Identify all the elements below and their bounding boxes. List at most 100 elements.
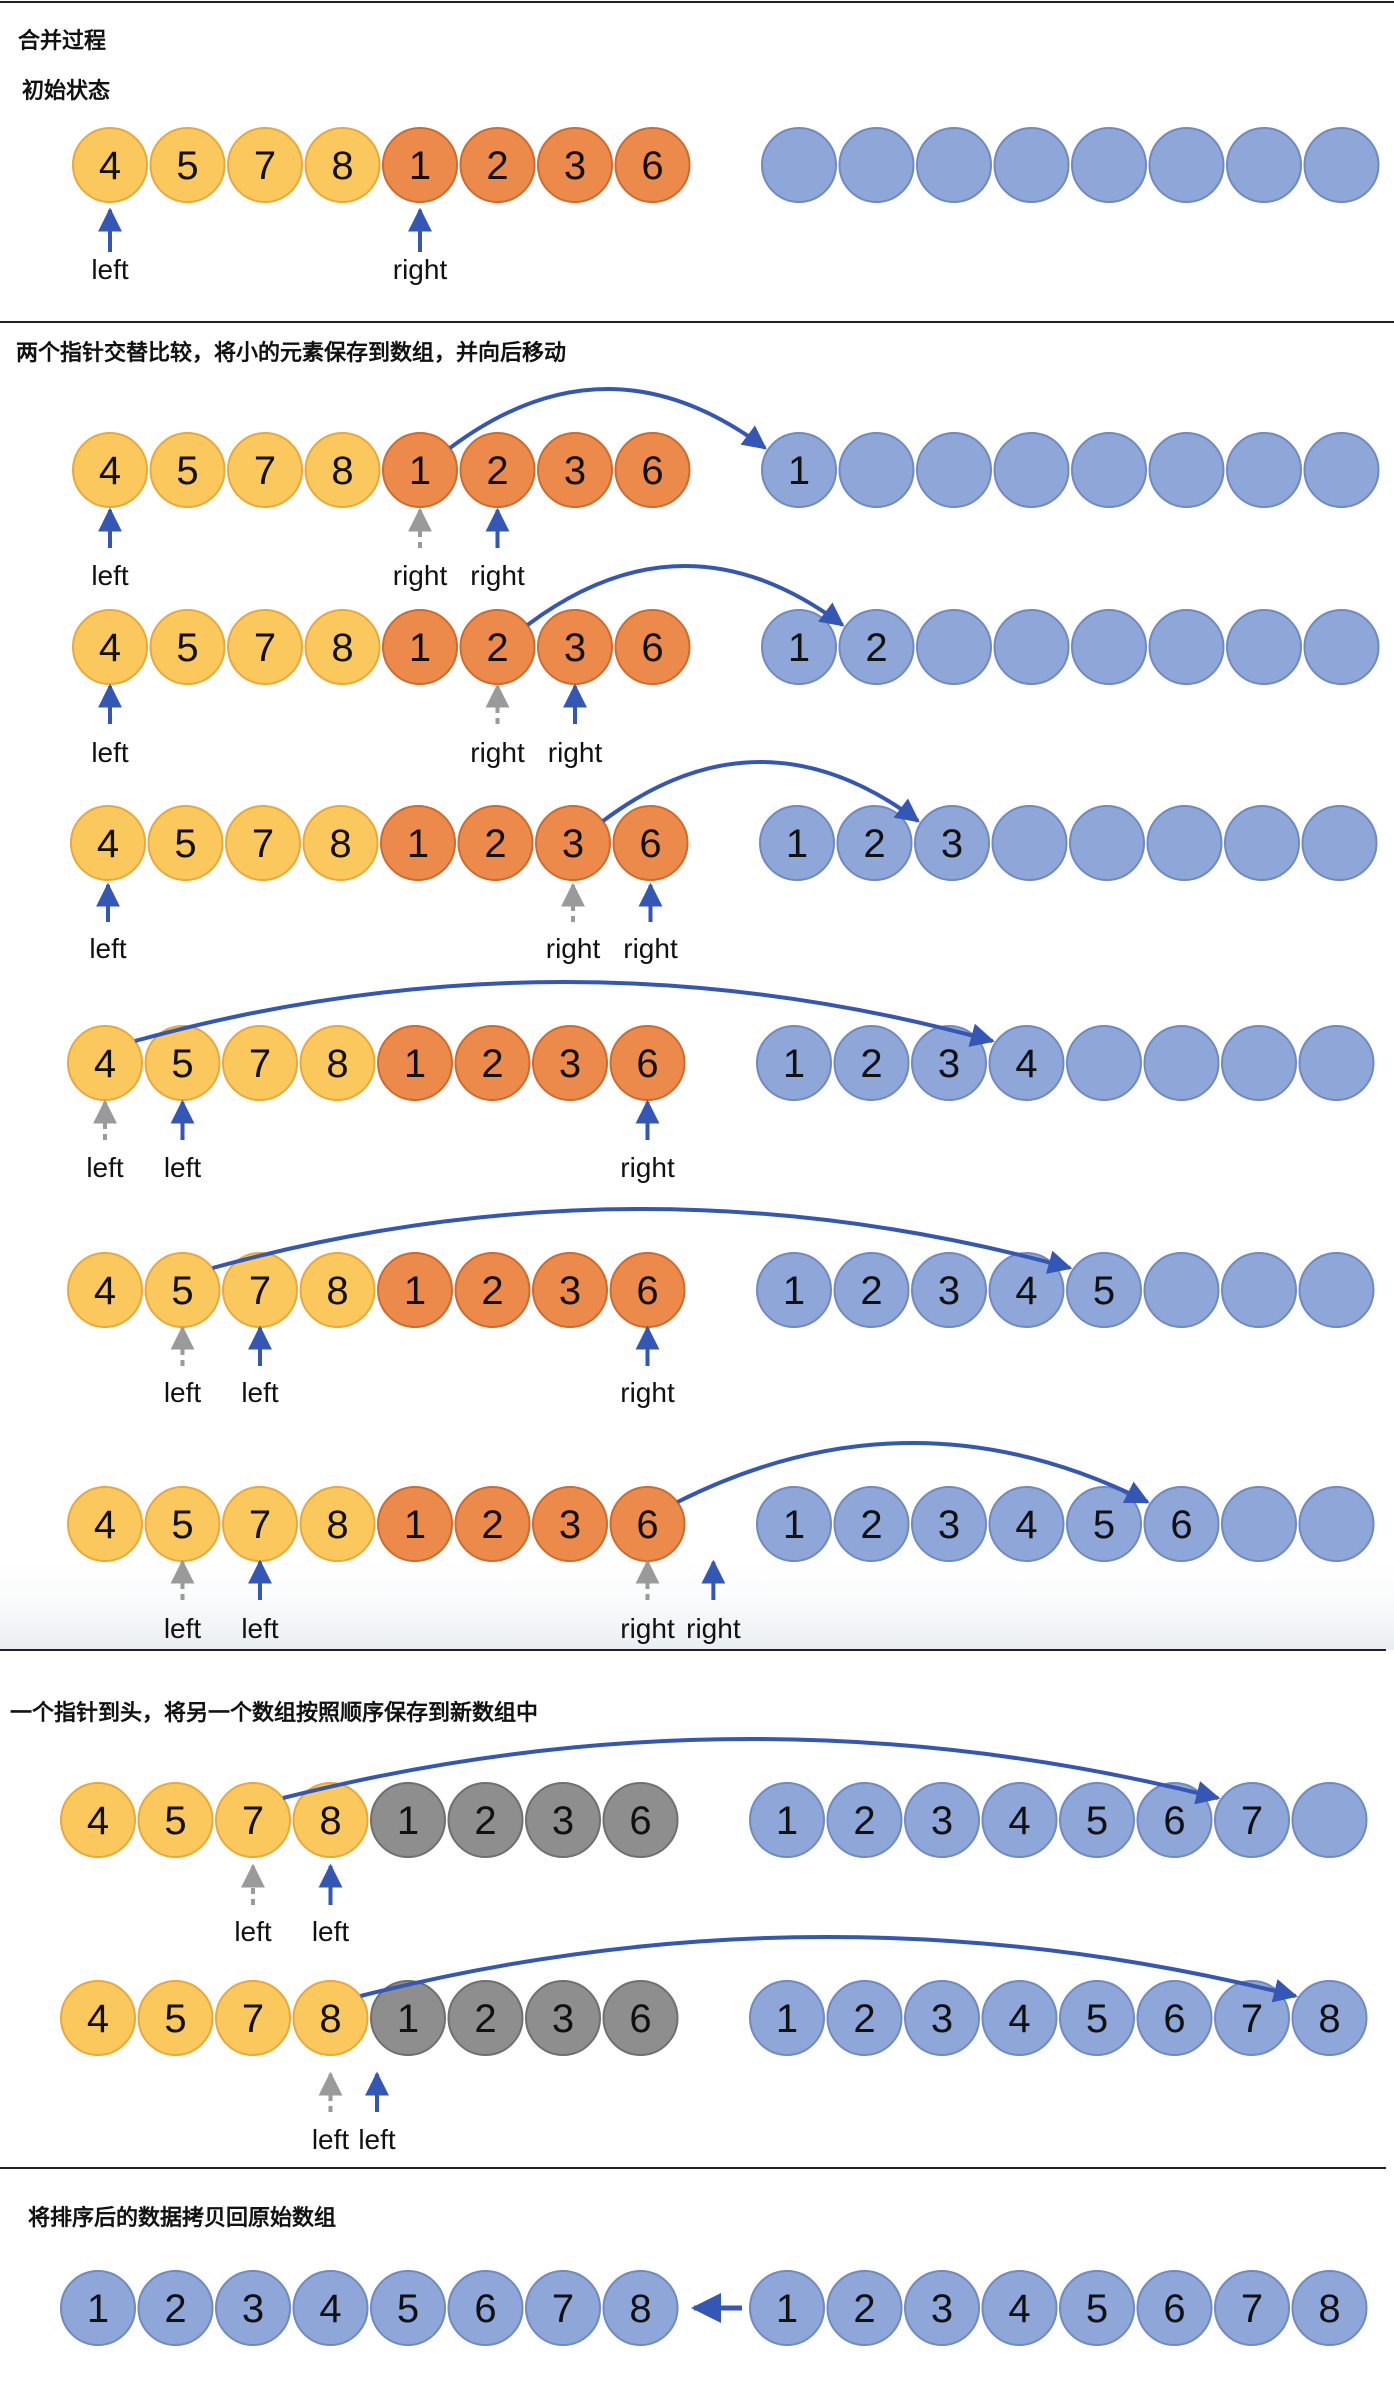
right-array-cell: 2 [454, 1025, 531, 1101]
previous-pointer: left [86, 1099, 124, 1183]
original-array-cell-circle [525, 2270, 601, 2346]
temp-array-cell: 3 [911, 1025, 987, 1101]
left-array-cell: 8 [299, 1486, 376, 1562]
section-title-drain: 一个指针到头，将另一个数组按照顺序保存到新数组中 [10, 1700, 538, 1726]
current-pointer: left [241, 1559, 279, 1644]
left-array-cell-circle [299, 1486, 376, 1562]
left-array-cell-circle [304, 609, 381, 685]
left-array-cell-value: 8 [326, 1269, 348, 1313]
right-array-cell: 3 [532, 1252, 608, 1328]
right-array-cell: 6 [614, 609, 691, 685]
left-array-cell-value: 4 [99, 144, 121, 188]
original-array-cell-circle [447, 2270, 524, 2346]
temp-array-cell: 2 [833, 1486, 910, 1562]
pointer-label: left [91, 254, 129, 285]
left-array-cell: 8 [304, 609, 381, 685]
temp-array-cell-value: 1 [783, 1503, 805, 1547]
right-array-cell: 1 [377, 1252, 453, 1328]
right-array-cell-value: 2 [474, 1997, 496, 2041]
temp-array-cell-value: 1 [783, 1269, 805, 1313]
temp-array-cell-circle [911, 1025, 987, 1101]
temp-array-cell-value: 5 [1086, 2287, 1108, 2331]
right-array-cell-circle [454, 1252, 531, 1328]
merge-step-row: 4 5 7 8 1 2 3 6 1 2 3 4 5 6 7 8 left left [60, 1980, 1368, 2155]
left-array-cell-value: 8 [329, 822, 351, 866]
left-array-cell-circle [72, 432, 148, 508]
merge-step-row: 4 5 7 8 1 2 3 6 1 2 3 4 5 6 7 left left [60, 1782, 1368, 1947]
right-array-cell-circle [537, 432, 613, 508]
temp-array-cell-value: 2 [863, 822, 885, 866]
right-array-cell-value: 6 [641, 144, 663, 188]
right-array-cell: 2 [459, 432, 536, 508]
original-array-cell: 5 [370, 2270, 446, 2346]
temp-array-cell [1303, 609, 1380, 685]
temp-array-cell-circle [1071, 127, 1147, 203]
temp-array-cell: 5 [1066, 1252, 1142, 1328]
temp-array-cell [916, 127, 992, 203]
right-array-cell-value: 6 [629, 1799, 651, 1843]
temp-array-cell-circle [749, 2270, 825, 2346]
temp-array-cell [1221, 1486, 1297, 1562]
temp-array-cell-circle [981, 1980, 1058, 2056]
left-array-cell-circle [225, 805, 301, 881]
left-array-cell: 7 [215, 1782, 291, 1858]
previous-pointer: left [164, 1325, 201, 1408]
right-array-cell-circle [447, 1980, 524, 2056]
temp-array-cell-circle [916, 127, 992, 203]
left-array-cell: 8 [302, 805, 379, 881]
left-array-cell-circle [137, 1980, 214, 2056]
temp-array-cell-value: 4 [1008, 2287, 1030, 2331]
temp-array-cell-value: 1 [776, 1997, 798, 2041]
right-array-cell-value: 3 [559, 1042, 581, 1086]
temp-array-cell-circle [826, 1980, 903, 2056]
temp-array-cell-circle [1143, 1486, 1220, 1562]
right-array-cell: 1 [370, 1980, 446, 2056]
temp-array-cell-circle [993, 609, 1070, 685]
right-array-cell: 1 [382, 609, 458, 685]
left-array-cell-circle [292, 1980, 369, 2056]
temp-array-cell [991, 805, 1068, 881]
right-array-cell-circle [377, 1486, 453, 1562]
current-pointer: right [686, 1559, 741, 1644]
right-array-cell-circle [612, 805, 689, 881]
copy-back-row: 1 2 3 4 5 6 7 8 1 2 3 4 5 6 7 8 [60, 2270, 1368, 2346]
current-pointer: left [358, 2071, 396, 2155]
right-array-cell: 3 [535, 805, 611, 881]
temp-array-cell: 3 [904, 2270, 980, 2346]
section-title-compare: 两个指针交替比较，将小的元素保存到数组，并向后移动 [16, 340, 566, 366]
temp-array-cell [1221, 1252, 1297, 1328]
left-array-cell: 4 [67, 1486, 143, 1562]
original-array-cell-value: 2 [164, 2287, 186, 2331]
pointer-label: left [164, 1613, 202, 1644]
section-title-copy-back: 将排序后的数据拷贝回原始数组 [28, 2205, 336, 2231]
temp-array-cell: 6 [1143, 1486, 1220, 1562]
left-array-cell: 7 [222, 1252, 298, 1328]
previous-pointer: right [546, 882, 600, 964]
right-array-cell-circle [370, 1980, 446, 2056]
temp-array-cell-circle [911, 1252, 987, 1328]
temp-array-cell-circle [1221, 1252, 1297, 1328]
temp-array-cell-value: 2 [860, 1503, 882, 1547]
left-array-cell-value: 4 [87, 1997, 109, 2041]
temp-array-cell: 7 [1214, 2270, 1290, 2346]
right-array-cell-circle [377, 1252, 453, 1328]
right-array-cell-circle [532, 1025, 608, 1101]
original-array-cell-circle [60, 2270, 136, 2346]
temp-array-cell: 4 [988, 1252, 1065, 1328]
left-array-cell-value: 8 [326, 1503, 348, 1547]
left-array-cell-circle [215, 1782, 291, 1858]
temp-array-cell: 5 [1066, 1486, 1142, 1562]
right-array-cell: 1 [370, 1782, 446, 1858]
right-array-cell-value: 6 [636, 1503, 658, 1547]
temp-array-cell: 2 [826, 1782, 903, 1858]
temp-array-cell: 2 [836, 805, 913, 881]
right-array-cell-value: 6 [639, 822, 661, 866]
right-array-cell-value: 3 [564, 449, 586, 493]
temp-array-cell-value: 4 [1015, 1269, 1037, 1313]
temp-array-cell-circle [1291, 2270, 1368, 2346]
temp-array-cell [993, 127, 1070, 203]
left-array-cell: 4 [72, 609, 148, 685]
temp-array-cell [1303, 432, 1380, 508]
left-array-cell-circle [299, 1252, 376, 1328]
